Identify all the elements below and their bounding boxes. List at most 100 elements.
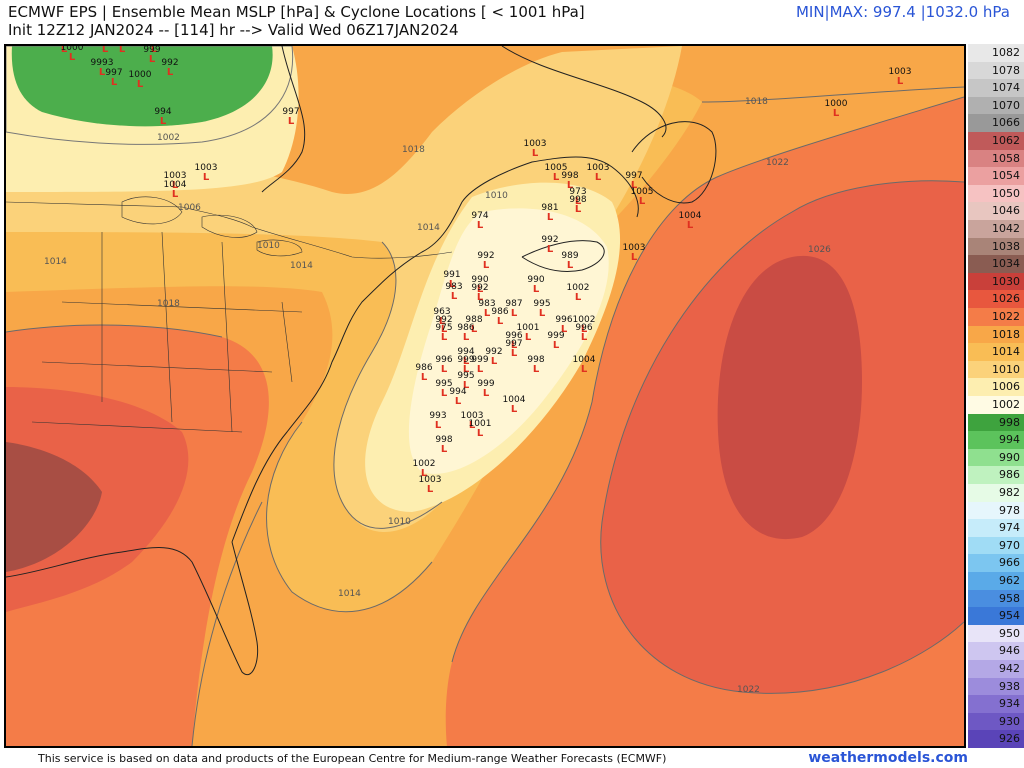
low-symbol-icon: L xyxy=(455,396,462,407)
cyclone-pressure-label: 974 xyxy=(471,211,488,221)
low-symbol-icon: L xyxy=(581,332,588,343)
coast-gulf xyxy=(6,551,123,578)
low-symbol-icon: L xyxy=(119,46,126,55)
cyclone-pressure-label: 1000 xyxy=(825,99,848,109)
isobar-1018-north xyxy=(701,86,964,103)
cyclone-pressure-label: 995 xyxy=(457,371,474,381)
legend-swatch: 958 xyxy=(968,589,1024,608)
low-symbol-icon: L xyxy=(427,484,434,495)
cyclone-pressure-label: 1001 xyxy=(517,323,540,333)
legend-swatch: 962 xyxy=(968,572,1024,591)
legend-label: 1034 xyxy=(992,257,1020,271)
cyclone-pressure-label: 997 xyxy=(625,171,642,181)
cyclone-pressure-label: 999 xyxy=(457,355,474,365)
legend-label: 1082 xyxy=(992,46,1020,59)
low-symbol-icon: L xyxy=(99,67,106,78)
legend-swatch: 1046 xyxy=(968,202,1024,221)
cyclone-pressure-label: 992 xyxy=(161,58,178,68)
legend-label: 1022 xyxy=(992,310,1020,323)
legend-label: 946 xyxy=(999,644,1020,658)
low-symbol-icon: L xyxy=(483,388,490,399)
state-lines xyxy=(31,231,303,433)
shade-1002-hudson-ring xyxy=(6,46,294,145)
low-symbol-icon: L xyxy=(511,340,518,351)
legend-swatch: 974 xyxy=(968,519,1024,538)
cyclone-pressure-label: 1003 xyxy=(587,163,610,173)
low-symbol-icon: L xyxy=(151,46,158,55)
legend-label: 1002 xyxy=(992,398,1020,411)
low-symbol-icon: L xyxy=(687,220,694,231)
low-symbol-icon: L xyxy=(477,292,484,303)
low-symbol-icon: L xyxy=(421,372,428,383)
cyclone-marker: 9950L xyxy=(119,46,126,55)
low-symbol-icon: L xyxy=(421,468,428,479)
cyclone-pressure-label: 1003 xyxy=(524,139,547,149)
cyclone-pressure-label: 992 xyxy=(541,235,558,245)
low-symbol-icon: L xyxy=(172,180,179,191)
low-symbol-icon: L xyxy=(69,52,76,63)
low-symbol-icon: L xyxy=(533,284,540,295)
isobar-1010-coastal xyxy=(333,241,443,529)
cyclone-pressure-label: 990 xyxy=(471,275,488,285)
legend-label: 1054 xyxy=(992,169,1020,183)
legend-swatch: 1006 xyxy=(968,378,1024,397)
cyclone-pressure-label: 1001 xyxy=(469,419,492,429)
cyclone-pressure-label: 996 xyxy=(575,323,592,333)
cyclone-pressure-label: 999 xyxy=(143,46,160,55)
cyclone-pressure-label: 998 xyxy=(561,171,578,181)
legend-swatch: 1018 xyxy=(968,325,1024,344)
low-symbol-icon: L xyxy=(483,260,490,271)
cyclone-pressure-label: 992 xyxy=(477,251,494,261)
legend-swatch: 1050 xyxy=(968,184,1024,203)
cyclone-pressure-label: 998 xyxy=(435,435,452,445)
cyclone-pressure-label: 1000 xyxy=(129,70,152,80)
legend-label: 1078 xyxy=(992,63,1020,77)
low-symbol-icon: L xyxy=(441,364,448,375)
cyclone-pressure-label: 994 xyxy=(449,387,466,397)
isobar-label: 1010 xyxy=(485,191,508,201)
low-symbol-icon: L xyxy=(451,291,458,302)
legend-label: 982 xyxy=(999,486,1020,499)
low-symbol-icon: L xyxy=(463,332,470,343)
legend-label: 934 xyxy=(999,697,1020,711)
site-credit-link[interactable]: weathermodels.com xyxy=(808,750,968,766)
isobar-1026-atlantic xyxy=(600,180,964,694)
low-symbol-icon: L xyxy=(102,46,109,55)
low-symbol-icon: L xyxy=(525,332,532,343)
coast-us-east xyxy=(231,156,639,543)
low-symbol-icon: L xyxy=(575,204,582,215)
low-symbol-icon: L xyxy=(595,172,602,183)
cyclone-pressure-label: 1003 xyxy=(623,243,646,253)
low-symbol-icon: L xyxy=(477,220,484,231)
cyclone-pressure-label: 1004 xyxy=(573,355,596,365)
legend-label: 1046 xyxy=(992,204,1020,218)
legend-swatch: 930 xyxy=(968,712,1024,731)
legend-swatch: 978 xyxy=(968,501,1024,520)
shade-1002-coastal xyxy=(408,208,609,474)
isobar-label: 1018 xyxy=(745,97,768,107)
legend-swatch: 1034 xyxy=(968,255,1024,274)
low-symbol-icon: L xyxy=(203,172,210,183)
